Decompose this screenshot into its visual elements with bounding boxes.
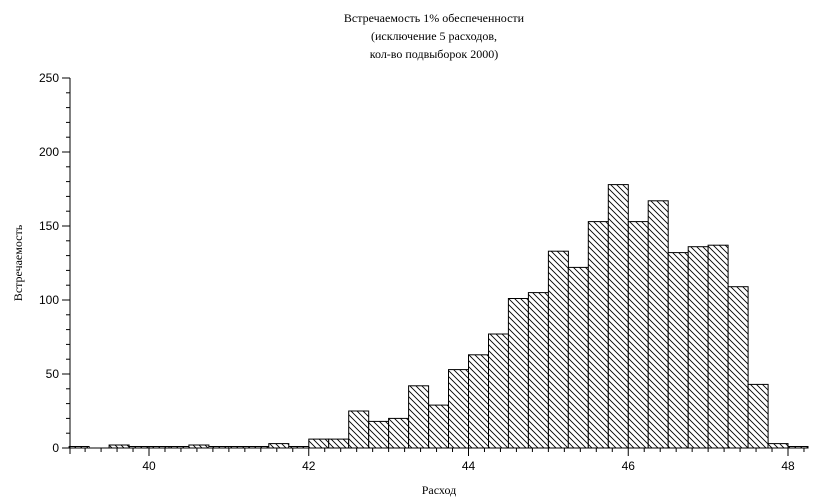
histogram-bar (767, 443, 789, 449)
histogram-bar (667, 252, 689, 449)
x-tick-label: 44 (462, 459, 476, 473)
x-tick-label: 48 (781, 459, 795, 473)
y-tick-label: 0 (52, 441, 59, 455)
chart-title-line-2: (исключение 5 расходов, (371, 29, 497, 43)
histogram-bar (328, 438, 350, 449)
histogram-bar (448, 369, 469, 449)
y-axis-label: Встречаемость (11, 224, 25, 301)
chart-title-line-1: Встречаемость 1% обеспеченности (344, 11, 525, 25)
y-tick-label: 50 (46, 367, 60, 381)
chart-title: Встречаемость 1% обеспеченности (исключе… (344, 11, 525, 61)
histogram-bar (268, 443, 290, 449)
histogram-bar (527, 292, 549, 449)
histogram-bar (687, 246, 709, 449)
x-tick-label: 42 (302, 459, 316, 473)
x-tick-label: 46 (622, 459, 636, 473)
histogram-bar (468, 354, 489, 449)
y-tick-label: 200 (39, 145, 59, 159)
histogram-bar (727, 286, 749, 449)
y-tick-label: 150 (39, 219, 59, 233)
histogram-bar (747, 383, 769, 449)
y-tick-label: 100 (39, 293, 59, 307)
histogram-bar (348, 410, 370, 449)
histogram-bar (707, 244, 729, 449)
histogram-bar (647, 200, 669, 449)
bars-group (68, 184, 809, 449)
y-tick-label: 250 (39, 71, 59, 85)
histogram-bar (428, 404, 450, 449)
chart-title-line-3: кол-во подвыборок 2000) (370, 47, 498, 61)
y-axis: 0 50 100 150 200 250 (39, 71, 71, 455)
histogram-bar (388, 417, 410, 449)
histogram-bar (567, 266, 589, 449)
histogram-bar (607, 184, 629, 449)
x-axis: 40 42 44 46 48 (70, 447, 806, 473)
histogram-bar (368, 420, 390, 449)
histogram-bar (507, 298, 529, 449)
x-axis-label: Расход (422, 483, 456, 497)
histogram-bar (308, 438, 330, 449)
histogram-bar (488, 333, 509, 449)
histogram-bar (408, 385, 430, 449)
histogram-bar (587, 221, 609, 449)
histogram-bar (547, 250, 569, 449)
x-tick-label: 40 (142, 459, 156, 473)
histogram-bar (627, 221, 649, 449)
